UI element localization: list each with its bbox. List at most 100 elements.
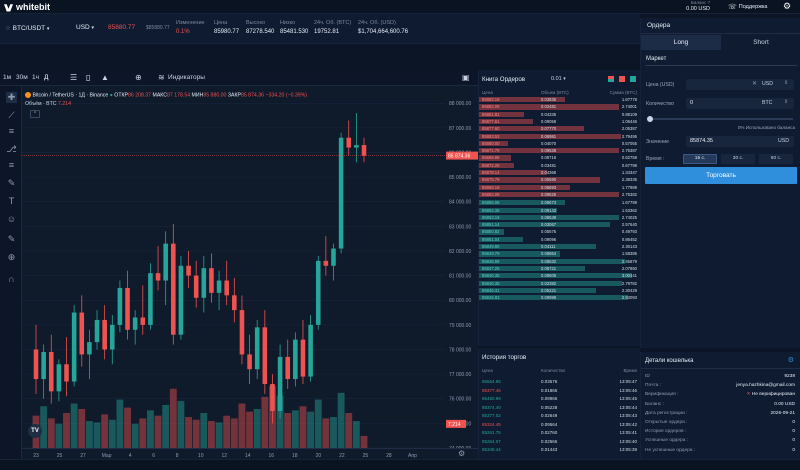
orderbook-view-bids-icon[interactable] — [630, 76, 636, 82]
star-icon[interactable]: ☆ — [5, 25, 11, 32]
row-volume: 0.02481 — [541, 104, 557, 110]
depth-bar — [479, 207, 558, 213]
depth-bar — [479, 280, 622, 286]
short-button[interactable]: Short — [753, 39, 769, 46]
ask-row[interactable]: 85880.00 0.04070 0.57055 — [479, 140, 641, 147]
bar-chart-icon[interactable]: ▯ — [86, 73, 91, 82]
row-price: 85848.99 — [482, 258, 500, 264]
candle-body — [178, 265, 184, 335]
time-axis[interactable]: 23 25 27 Мар 4 6 8 10 12 14 16 18 20 22 25 28 Апр ⚙ — [22, 448, 478, 459]
settings-icon[interactable]: ⚙ — [783, 1, 792, 11]
market-tab[interactable]: Маркет — [646, 56, 667, 62]
orderbook-step-select[interactable]: 0.01 ▾ — [551, 76, 566, 82]
clear-icon[interactable]: ✕ — [752, 81, 758, 87]
ask-row[interactable]: 85882.09 0.09526 2.75382 — [479, 191, 641, 198]
tradingview-logo[interactable]: TV — [28, 424, 42, 438]
balance-box[interactable]: Баланс ? 0.00 USD — [682, 0, 710, 12]
trade-qty: 0.05228 — [541, 404, 558, 410]
bid-row[interactable]: 85856.08 0.08673 1.67799 — [479, 200, 641, 206]
pattern-icon[interactable]: ⎇ — [6, 144, 17, 154]
indicators-button[interactable]: Индикаторы — [168, 74, 205, 81]
interval-30m[interactable]: 30м — [16, 74, 28, 81]
logo[interactable]: whitebit — [4, 2, 50, 12]
bid-row[interactable]: 85846.41 0.05221 2.30429 — [479, 287, 641, 294]
emoji-icon[interactable]: ☺ — [6, 214, 17, 224]
value-field[interactable]: 85874.35 USD — [686, 136, 794, 147]
currency-selector[interactable]: USD ▾ — [76, 24, 94, 31]
long-button[interactable]: Long — [641, 35, 721, 50]
ask-row[interactable]: 85869.96 0.08716 0.62758 — [479, 155, 641, 161]
collapse-legend-button[interactable]: ⌃ — [30, 110, 40, 118]
fib-icon[interactable]: ≡ — [8, 126, 15, 136]
x-tick-label: Апр — [408, 453, 417, 459]
row-sum: 1.53362 — [621, 207, 637, 213]
wallet-settings-icon[interactable]: ⚙ — [787, 357, 794, 364]
ask-row[interactable]: 85881.81 0.04335 0.88109 — [479, 111, 641, 117]
ask-row[interactable]: 85877.60 0.07770 2.05387 — [479, 126, 641, 132]
bid-row[interactable]: 85849.79 0.08864 1.58385 — [479, 251, 641, 257]
interval-1h[interactable]: 1ч — [32, 74, 40, 81]
high-label: МАКС — [152, 92, 168, 99]
ask-row[interactable]: 85883.53 0.06981 2.79495 — [479, 133, 641, 139]
ask-row[interactable]: 85868.19 0.05893 1.77989 — [479, 184, 641, 190]
row-price: 85881.81 — [482, 111, 500, 117]
spin-icon[interactable]: ⇕ — [784, 80, 789, 86]
add-indicator-icon[interactable]: ⊕ — [135, 73, 142, 82]
bid-row[interactable]: 85846.35 0.08606 3.00441 — [479, 273, 641, 279]
bid-row[interactable]: 85849.80 0.04111 2.30143 — [479, 244, 641, 250]
orderbook-view-asks-icon[interactable] — [619, 76, 625, 82]
price-field[interactable]: ✕ USD ⇕ — [686, 79, 794, 90]
forecast-icon[interactable]: ≡ — [8, 160, 15, 170]
chart-legend: Bitcoin / TetherUS · 1Д · Binance ● ОТКР… — [25, 92, 307, 98]
spin-icon[interactable]: ⇕ — [784, 99, 789, 105]
interval-1d[interactable]: Д — [44, 74, 49, 81]
text-icon[interactable]: T — [8, 196, 15, 206]
brush-icon[interactable]: ✎ — [7, 178, 16, 188]
time-15s[interactable]: 15 с. — [683, 154, 717, 164]
row-volume: 0.04070 — [541, 140, 557, 146]
area-chart-icon[interactable]: ▲ — [101, 73, 109, 82]
zoom-icon[interactable]: ⊕ — [7, 252, 16, 262]
candles-icon[interactable]: ☰ — [70, 73, 78, 82]
bid-row[interactable]: 85847.26 0.08721 2.07860 — [479, 265, 641, 272]
ask-row[interactable]: 85872.29 0.03481 0.67798 — [479, 162, 641, 168]
magnet-icon[interactable]: ∩ — [8, 274, 15, 284]
ask-row[interactable]: 85882.09 0.02481 2.74001 — [479, 104, 641, 110]
ask-row[interactable]: 85882.19 0.03835 1.67778 — [479, 97, 641, 103]
bid-row[interactable]: 85846.35 0.02382 2.79782 — [479, 280, 641, 286]
ruler-icon[interactable]: ✎ — [7, 234, 16, 244]
axis-settings-icon[interactable]: ⚙ — [458, 449, 466, 458]
pair-selector[interactable]: ☆ BTC/USDT ▾ — [5, 24, 49, 32]
support-link[interactable]: ☏ Поддержка — [728, 3, 767, 11]
trade-button[interactable]: Торговать — [645, 167, 797, 184]
time-30s[interactable]: 30 с. — [721, 154, 755, 164]
balance-slider[interactable] — [647, 116, 793, 122]
bid-row[interactable]: 85854.35 0.09143 1.53362 — [479, 207, 641, 213]
trend-line-icon[interactable]: ⟋ — [8, 110, 15, 120]
bid-row[interactable]: 85850.82 0.05575 0.49793 — [479, 229, 641, 235]
qty-field[interactable]: 0 BTC ⇕ — [686, 98, 794, 109]
volume-bar — [116, 399, 124, 448]
bid-row[interactable]: 85853.19 0.08538 2.74025 — [479, 214, 641, 221]
bid-row[interactable]: 85851.04 0.09096 0.86452 — [479, 236, 641, 242]
ask-row[interactable]: 85871.79 0.09538 2.75387 — [479, 148, 641, 154]
ask-row[interactable]: 85875.79 0.05590 2.38335 — [479, 177, 641, 183]
ask-row[interactable]: 85878.14 0.04368 1.34347 — [479, 170, 641, 176]
bid-row[interactable]: 85851.14 0.03067 2.57640 — [479, 222, 641, 228]
bid-row[interactable]: 85848.99 0.08532 2.85879 — [479, 258, 641, 264]
bid-row[interactable]: 85845.83 0.09999 2.93093 — [479, 295, 641, 301]
camera-icon[interactable]: ▣ — [462, 73, 470, 82]
orders-tab[interactable]: Ордера — [647, 22, 671, 29]
row-sum: 2.75387 — [621, 148, 637, 154]
interval-1m[interactable]: 1м — [3, 74, 12, 81]
time-60s[interactable]: 60 с. — [759, 154, 793, 164]
indicators-icon[interactable]: ≋ — [158, 73, 165, 82]
orderbook-view-all-icon[interactable] — [608, 76, 614, 82]
crosshair-icon[interactable]: ✚ — [6, 92, 17, 103]
bottom-bar — [0, 459, 800, 470]
slider-handle[interactable] — [647, 116, 653, 122]
ask-row[interactable]: 85877.61 0.09058 1.06446 — [479, 118, 641, 125]
row-volume: 0.04111 — [541, 244, 556, 249]
